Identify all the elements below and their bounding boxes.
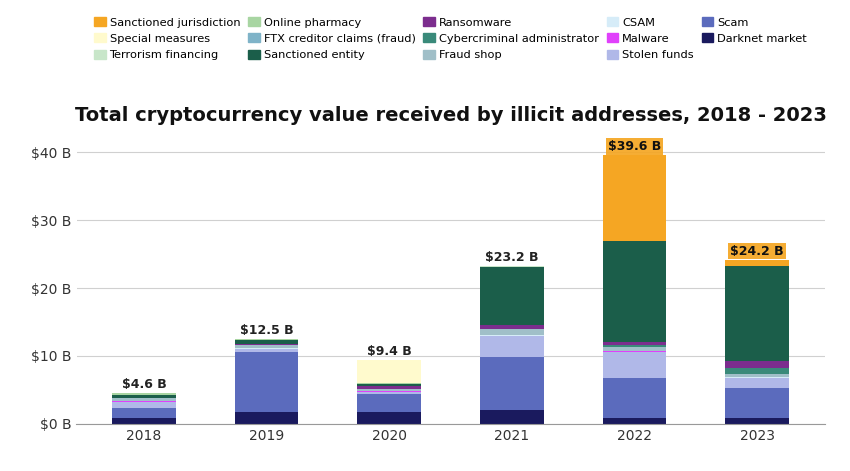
Text: $39.6 B: $39.6 B — [608, 140, 661, 153]
Bar — [603, 345, 666, 347]
Bar — [235, 349, 298, 352]
Bar — [480, 336, 544, 357]
Bar — [112, 398, 176, 401]
Title: Total cryptocurrency value received by illicit addresses, 2018 - 2023: Total cryptocurrency value received by i… — [75, 106, 826, 125]
Text: $12.5 B: $12.5 B — [240, 324, 293, 337]
Bar — [603, 342, 666, 345]
Bar — [357, 360, 421, 383]
Bar — [357, 384, 421, 386]
Bar — [480, 329, 544, 335]
Bar — [603, 241, 666, 342]
Bar — [725, 389, 789, 418]
Bar — [480, 267, 544, 325]
Text: $4.6 B: $4.6 B — [122, 378, 167, 390]
Bar — [725, 368, 789, 374]
Bar — [603, 418, 666, 424]
Bar — [112, 395, 176, 398]
Bar — [480, 357, 544, 410]
Text: $24.2 B: $24.2 B — [730, 244, 784, 258]
Bar — [603, 378, 666, 418]
Bar — [603, 155, 666, 241]
Bar — [235, 344, 298, 345]
Bar — [235, 345, 298, 348]
Bar — [235, 352, 298, 412]
Bar — [357, 412, 421, 424]
Bar — [235, 412, 298, 424]
Bar — [357, 383, 421, 384]
Bar — [235, 339, 298, 341]
Bar — [725, 374, 789, 377]
Bar — [725, 260, 789, 266]
Bar — [480, 410, 544, 424]
Bar — [603, 347, 666, 351]
Legend: Sanctioned jurisdiction, Special measures, Terrorism financing, Online pharmacy,: Sanctioned jurisdiction, Special measure… — [92, 15, 809, 62]
Bar — [357, 389, 421, 391]
Bar — [725, 418, 789, 424]
Text: $23.2 B: $23.2 B — [485, 252, 539, 264]
Bar — [480, 325, 544, 329]
Bar — [112, 419, 176, 424]
Bar — [725, 378, 789, 389]
Bar — [725, 361, 789, 368]
Bar — [112, 408, 176, 419]
Bar — [112, 393, 176, 395]
Bar — [357, 394, 421, 412]
Bar — [357, 386, 421, 389]
Bar — [235, 341, 298, 344]
Bar — [603, 352, 666, 378]
Bar — [357, 392, 421, 394]
Bar — [725, 267, 789, 361]
Bar — [112, 402, 176, 408]
Text: $9.4 B: $9.4 B — [367, 345, 411, 358]
Bar — [357, 391, 421, 392]
